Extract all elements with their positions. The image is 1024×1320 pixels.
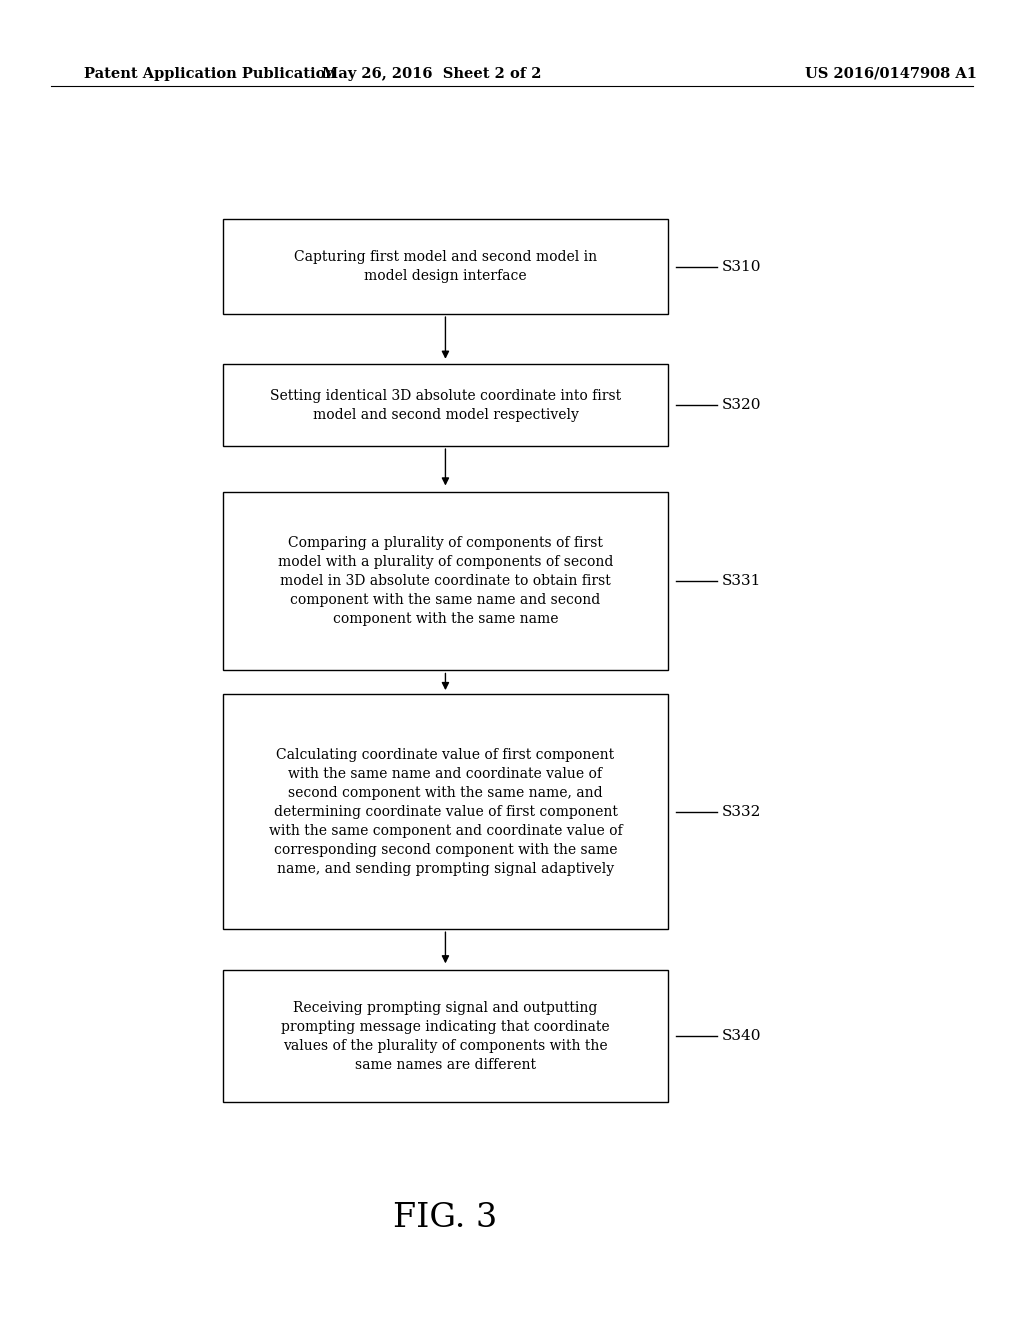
Bar bbox=[223, 364, 668, 446]
Text: S340: S340 bbox=[721, 1030, 761, 1043]
Bar bbox=[223, 219, 668, 314]
Text: May 26, 2016  Sheet 2 of 2: May 26, 2016 Sheet 2 of 2 bbox=[323, 67, 542, 81]
Text: S320: S320 bbox=[721, 399, 761, 412]
Text: Patent Application Publication: Patent Application Publication bbox=[84, 67, 336, 81]
Bar bbox=[223, 970, 668, 1102]
Text: S332: S332 bbox=[721, 805, 761, 818]
Bar bbox=[223, 694, 668, 929]
Text: Comparing a plurality of components of first
model with a plurality of component: Comparing a plurality of components of f… bbox=[278, 536, 613, 626]
Text: FIG. 3: FIG. 3 bbox=[393, 1203, 498, 1234]
Text: S310: S310 bbox=[721, 260, 761, 273]
Text: S331: S331 bbox=[721, 574, 761, 587]
Text: US 2016/0147908 A1: US 2016/0147908 A1 bbox=[805, 67, 977, 81]
Bar bbox=[223, 491, 668, 671]
Text: Setting identical 3D absolute coordinate into first
model and second model respe: Setting identical 3D absolute coordinate… bbox=[270, 389, 621, 421]
Text: Receiving prompting signal and outputting
prompting message indicating that coor: Receiving prompting signal and outputtin… bbox=[282, 1001, 609, 1072]
Text: Calculating coordinate value of first component
with the same name and coordinat: Calculating coordinate value of first co… bbox=[268, 748, 623, 875]
Text: Capturing first model and second model in
model design interface: Capturing first model and second model i… bbox=[294, 251, 597, 282]
